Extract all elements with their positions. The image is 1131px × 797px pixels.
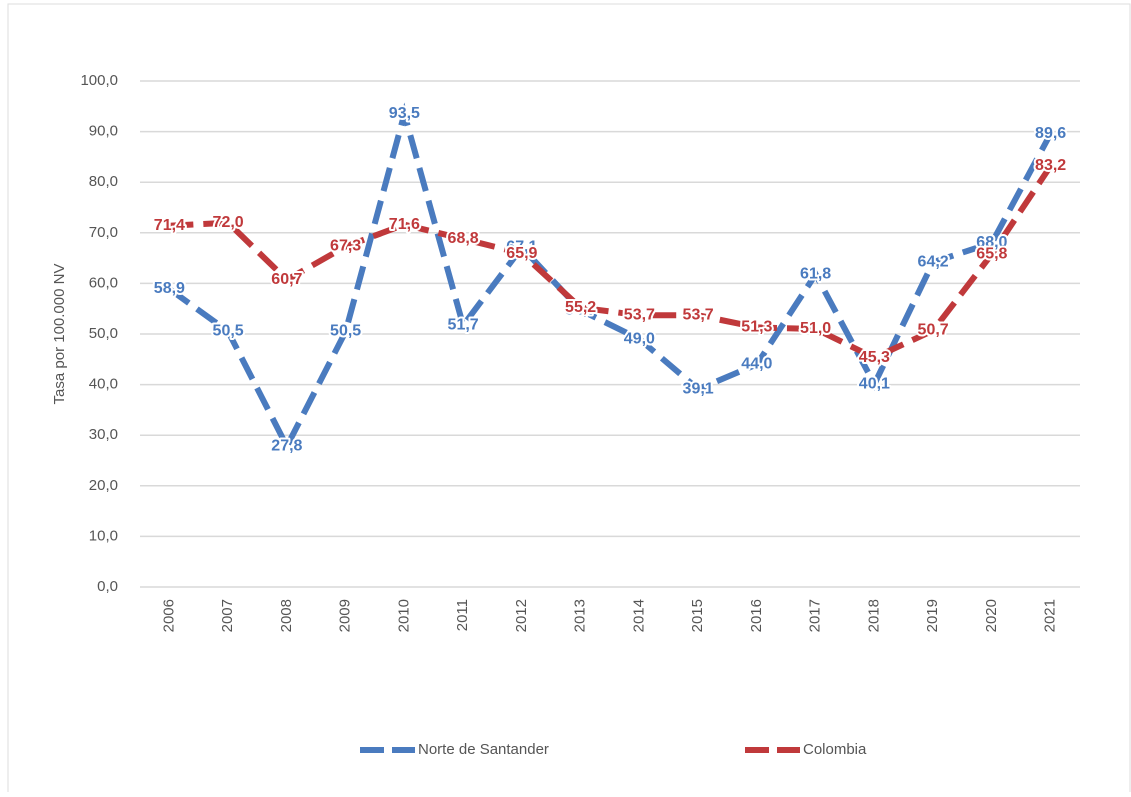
x-tick-label: 2011	[454, 599, 471, 631]
x-tick-label: 2015	[689, 599, 706, 632]
y-tick-label: 70,0	[89, 224, 118, 241]
data-label: 54,7	[565, 301, 596, 318]
data-label: 68,0	[976, 234, 1007, 251]
data-label: 83,2	[1035, 157, 1066, 174]
y-tick-label: 0,0	[97, 578, 118, 595]
data-label: 72,0	[213, 214, 244, 231]
data-label: 44,0	[741, 356, 772, 373]
y-tick-label: 20,0	[89, 477, 118, 494]
data-label: 51,7	[448, 317, 479, 334]
data-label: 64,2	[918, 253, 949, 270]
data-label: 67,1	[506, 239, 537, 256]
data-label: 45,3	[859, 349, 890, 366]
y-tick-label: 40,0	[89, 376, 118, 393]
y-tick-label: 60,0	[89, 274, 118, 291]
series-line	[167, 102, 1054, 453]
x-tick-label: 2007	[219, 599, 236, 632]
frame	[7, 3, 1131, 797]
x-tick-label: 2017	[807, 599, 824, 632]
data-label: 55,2	[565, 299, 596, 316]
data-label: 58,9	[154, 280, 185, 297]
data-label: 65,8	[976, 245, 1007, 262]
data-label: 68,8	[448, 230, 479, 247]
data-label: 61,8	[800, 266, 831, 283]
data-label: 65,9	[506, 245, 537, 262]
legend-label: Norte de Santander	[418, 741, 549, 758]
data-label: 39,1	[683, 380, 714, 397]
x-tick-label: 2021	[1042, 599, 1059, 632]
data-label: 50,5	[213, 323, 244, 340]
y-tick-label: 10,0	[89, 527, 118, 544]
x-tick-label: 2009	[337, 599, 354, 632]
y-tick-label: 80,0	[89, 173, 118, 190]
data-label: 51,0	[800, 320, 831, 337]
x-tick-label: 2010	[395, 599, 412, 632]
data-label: 67,3	[330, 238, 361, 255]
data-label: 40,1	[859, 375, 890, 392]
y-tick-label: 100,0	[80, 72, 118, 89]
x-tick-label: 2018	[865, 599, 882, 632]
data-label: 50,7	[918, 322, 949, 339]
data-label: 89,6	[1035, 125, 1066, 142]
x-tick-label: 2006	[160, 599, 177, 632]
data-label: 53,7	[624, 306, 655, 323]
y-tick-label: 30,0	[89, 426, 118, 443]
y-tick-label: 50,0	[89, 325, 118, 342]
data-label: 51,3	[741, 319, 772, 336]
x-tick-label: 2012	[513, 599, 530, 632]
y-axis-label: Tasa por 100.000 NV	[51, 264, 68, 405]
series-line	[169, 164, 1054, 362]
x-tick-label: 2019	[924, 599, 941, 632]
data-label: 93,5	[389, 105, 420, 122]
data-label: 71,6	[389, 216, 420, 233]
data-label: 49,0	[624, 330, 655, 347]
x-tick-label: 2008	[278, 599, 295, 632]
x-tick-label: 2020	[983, 599, 1000, 632]
data-label: 53,7	[683, 306, 714, 323]
x-tick-label: 2014	[630, 599, 647, 632]
data-label: 60,7	[271, 271, 302, 288]
data-label: 27,8	[271, 438, 302, 455]
data-label: 71,4	[154, 217, 185, 234]
x-tick-label: 2016	[748, 599, 765, 632]
y-tick-label: 90,0	[89, 123, 118, 140]
legend-label: Colombia	[803, 741, 867, 758]
data-label: 50,5	[330, 323, 361, 340]
x-tick-label: 2013	[572, 599, 589, 632]
